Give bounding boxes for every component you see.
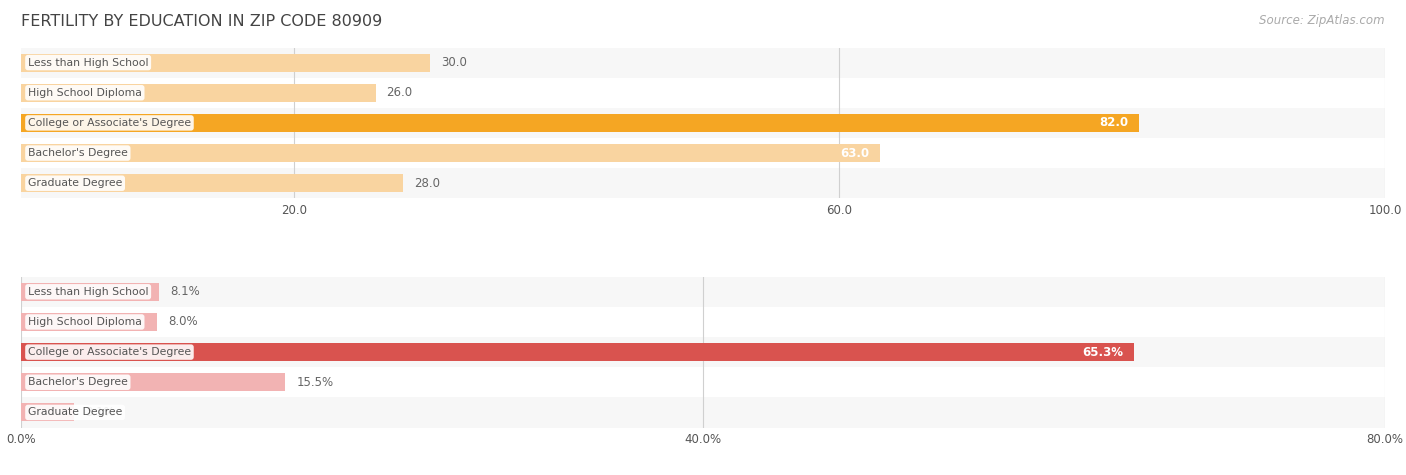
Text: 82.0: 82.0: [1099, 116, 1129, 129]
Bar: [21, 403, 75, 421]
Bar: [21, 307, 1385, 337]
Text: 26.0: 26.0: [387, 86, 413, 99]
Bar: [21, 84, 375, 102]
Bar: [21, 168, 1385, 198]
Bar: [21, 174, 404, 192]
Text: Graduate Degree: Graduate Degree: [28, 178, 122, 188]
Text: Graduate Degree: Graduate Degree: [28, 408, 122, 418]
Bar: [21, 108, 1385, 138]
Text: Less than High School: Less than High School: [28, 287, 149, 297]
Text: 8.0%: 8.0%: [169, 315, 198, 328]
Bar: [21, 313, 157, 331]
Text: Source: ZipAtlas.com: Source: ZipAtlas.com: [1260, 14, 1385, 27]
Text: College or Associate's Degree: College or Associate's Degree: [28, 118, 191, 128]
Bar: [21, 343, 1135, 361]
Bar: [21, 337, 1385, 367]
Text: College or Associate's Degree: College or Associate's Degree: [28, 347, 191, 357]
Text: 15.5%: 15.5%: [297, 376, 333, 389]
Text: Less than High School: Less than High School: [28, 57, 149, 67]
Bar: [21, 283, 159, 301]
Bar: [21, 277, 1385, 307]
Text: Bachelor's Degree: Bachelor's Degree: [28, 148, 128, 158]
Bar: [21, 77, 1385, 108]
Bar: [21, 398, 1385, 428]
Text: High School Diploma: High School Diploma: [28, 88, 142, 98]
Bar: [21, 144, 880, 162]
Text: 28.0: 28.0: [413, 177, 440, 190]
Text: FERTILITY BY EDUCATION IN ZIP CODE 80909: FERTILITY BY EDUCATION IN ZIP CODE 80909: [21, 14, 382, 29]
Bar: [21, 54, 430, 72]
Bar: [21, 367, 1385, 398]
Text: 30.0: 30.0: [441, 56, 467, 69]
Text: High School Diploma: High School Diploma: [28, 317, 142, 327]
Text: 3.1%: 3.1%: [84, 406, 115, 419]
Bar: [21, 138, 1385, 168]
Bar: [21, 48, 1385, 77]
Text: 8.1%: 8.1%: [170, 285, 200, 298]
Text: Bachelor's Degree: Bachelor's Degree: [28, 377, 128, 387]
Text: 63.0: 63.0: [841, 147, 869, 160]
Bar: [21, 114, 1139, 132]
Text: 65.3%: 65.3%: [1083, 346, 1123, 359]
Bar: [21, 373, 285, 391]
